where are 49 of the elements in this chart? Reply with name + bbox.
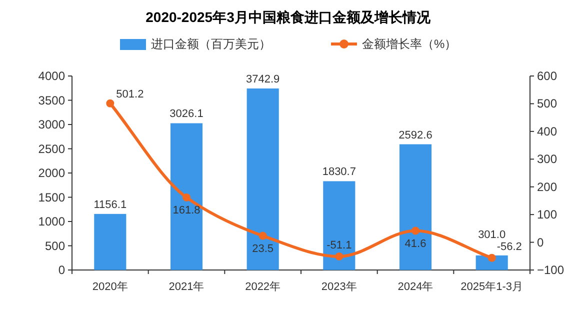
point <box>106 99 114 108</box>
legend-label: 进口金额（百万美元） <box>151 37 271 51</box>
data-label: 1830.7 <box>322 166 356 178</box>
x-tick-label: 2022年 <box>245 281 281 293</box>
y-tick-label: 1000 <box>38 214 66 228</box>
y2-tick-label: 400 <box>537 124 558 138</box>
y-tick-label: 3500 <box>38 93 66 108</box>
data-label: 3026.1 <box>170 108 204 120</box>
point <box>258 232 267 240</box>
y2-tick-label: 0 <box>537 235 544 250</box>
x-tick-label: 2023年 <box>321 281 357 293</box>
data-label: -56.2 <box>496 240 522 253</box>
point <box>335 252 344 260</box>
bar <box>246 88 279 270</box>
legend-label: 金额增长率（%） <box>362 37 457 51</box>
y2-tick-label: 600 <box>537 69 558 83</box>
data-label: 301.0 <box>478 228 506 241</box>
bar <box>94 214 126 270</box>
data-label: -51.1 <box>326 239 352 252</box>
y-tick-label: 2500 <box>38 142 66 156</box>
x-tick-label: 2020年 <box>92 281 128 293</box>
x-tick-label: 2025年1-3月 <box>460 281 524 293</box>
data-label: 2592.6 <box>398 129 432 142</box>
data-label: 1156.1 <box>94 198 127 211</box>
data-label: 41.6 <box>404 238 426 250</box>
point <box>182 193 190 202</box>
y2-tick-label: 500 <box>537 96 558 111</box>
bar <box>399 144 432 270</box>
data-label: 161.8 <box>172 204 200 216</box>
x-tick-label: 2024年 <box>398 281 434 293</box>
y-tick-label: 2000 <box>38 166 66 180</box>
y-tick-label: 500 <box>44 238 66 253</box>
y-tick-label: 1500 <box>38 190 66 204</box>
y-tick-label: 4000 <box>38 69 66 83</box>
chart-title: 2020-2025年3月中国粮食进口金额及增长情况 <box>146 9 432 25</box>
x-tick-label: 2021年 <box>168 281 204 293</box>
point <box>488 254 496 262</box>
data-label: 501.2 <box>116 88 144 100</box>
y2-tick-label: −100 <box>537 263 564 277</box>
y-tick-label: 0 <box>58 263 66 277</box>
y-tick-label: 3000 <box>38 118 66 132</box>
y2-tick-label: 200 <box>537 180 558 194</box>
bar <box>323 181 356 270</box>
y2-tick-label: 300 <box>537 152 558 166</box>
data-label: 3742.9 <box>246 73 280 86</box>
point <box>412 226 420 235</box>
data-label: 23.5 <box>252 242 274 255</box>
bar <box>170 123 203 270</box>
y2-tick-label: 100 <box>537 208 558 222</box>
